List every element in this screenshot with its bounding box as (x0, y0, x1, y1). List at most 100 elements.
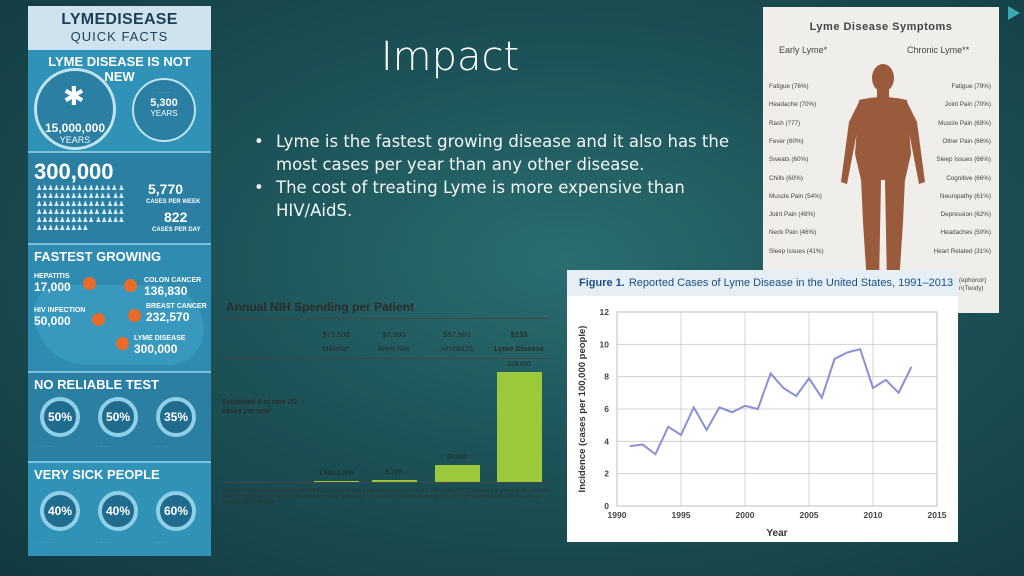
section-title: NO RELIABLE TEST (34, 377, 159, 392)
disease-hiv: HIV INFECTION 50,000 (34, 307, 85, 328)
cost-amount: $7,050 (382, 330, 406, 339)
cost-amount: $57,960 (443, 330, 471, 339)
disease-number: 300,000 (134, 342, 178, 356)
small-print: . . . . . . (38, 443, 52, 448)
week-unit: CASES PER WEEK (146, 199, 201, 205)
bullet-item: The cost of treating Lyme is more expens… (252, 176, 752, 222)
bar-value-label: 50,000 (447, 454, 467, 462)
slide-title: Impact (380, 34, 520, 80)
cases-number: 300,000 (34, 159, 114, 184)
week-number: 5,770 (148, 181, 184, 197)
cost-amount: $133 (510, 330, 528, 339)
symptom-item: Sweats (60%) (769, 156, 809, 164)
disease-number: 17,000 (34, 280, 71, 294)
bar (372, 480, 417, 482)
cost-label: HIV/AIDS (440, 344, 474, 353)
baseline (222, 482, 549, 483)
virus-icon (83, 277, 96, 290)
section-very-sick: VERY SICK PEOPLE 40% 40% 60% . . . . . .… (28, 463, 211, 556)
disease-label: HIV INFECTION (34, 307, 86, 314)
nih-spending-chart: Annual NIH Spending per Patient $73,500 … (218, 290, 553, 520)
y-tick-label: 8 (604, 372, 609, 382)
symptom-item: Cognitive (66%) (946, 174, 991, 182)
years-circle: ✱ 15,000,000 YEARS (34, 68, 116, 150)
symptom-item: Joint Pain (70%) (944, 101, 991, 109)
figure-header: Figure 1. Reported Cases of Lyme Disease … (567, 270, 958, 296)
lyme-infographic: LYMEDISEASE QUICK FACTS LYME DISEASE IS … (28, 6, 211, 556)
cost-hiv: $57,960 HIV/AIDS (429, 330, 485, 353)
y-tick-label: 2 (604, 469, 609, 479)
disease-hepatitis: HEPATITIS 17,000 (34, 273, 71, 294)
infographic-title: LYMEDISEASE (61, 11, 178, 28)
symptom-item: Sleep Issues (66%) (936, 156, 991, 164)
symptoms-panel: Lyme Disease Symptoms Early Lyme* Chroni… (763, 7, 999, 313)
y-tick-label: 12 (600, 307, 610, 317)
section-title: LYME DISEASE IS NOT NEW (48, 54, 191, 84)
cost-label: West Nile (378, 344, 410, 353)
x-tick-label: 2000 (736, 510, 755, 520)
bar-value-label: 5,700 (385, 469, 403, 477)
years2-number: 5,300 (150, 97, 178, 109)
years-unit: YEARS (59, 135, 91, 145)
symptom-item: Fatigue (76%) (769, 83, 809, 90)
virus-icon (124, 279, 137, 292)
y-tick-label: 10 (600, 339, 610, 349)
symptom-item: Fever (60%) (769, 137, 804, 145)
x-tick-label: 2015 (928, 510, 947, 520)
symptom-item: Neck Pain (46%) (769, 229, 817, 237)
symptom-item: Fatigue (79%) (951, 83, 991, 90)
y-axis-label: Incidence (cases per 100,000 people) (577, 326, 588, 493)
virus-icon (116, 337, 129, 350)
disease-label: BREAST CANCER (146, 303, 207, 310)
small-print: . . . . . . (154, 443, 168, 448)
bar-value-label: 1,500-2,000 (318, 469, 354, 477)
small-print: . . . . . . (38, 539, 52, 544)
bar (497, 372, 542, 482)
tick-icon: ✱ (63, 81, 85, 111)
symptom-item: Headache (70%) (769, 101, 817, 109)
disease-label: LYME DISEASE (134, 335, 186, 342)
cost-amount: $73,500 (322, 330, 350, 339)
section-no-reliable-test: NO RELIABLE TEST 50% 50% 35% . . . . . .… (28, 373, 211, 463)
bar (435, 465, 480, 482)
bullet-list: Lyme is the fastest growing disease and … (252, 130, 752, 222)
section-cases: 300,000 ♟♟♟♟♟♟♟♟♟♟♟♟♟♟ ♟♟♟♟♟♟♟♟♟♟♟♟♟♟ ♟♟… (28, 153, 211, 245)
small-print: . . . . . . (154, 539, 168, 544)
disease-colon: COLON CANCER 136,830 (144, 277, 201, 298)
section-title: FASTEST GROWING (34, 249, 162, 264)
years-number: 15,000,000 (44, 121, 106, 135)
symptoms-title: Lyme Disease Symptoms (809, 21, 953, 33)
symptom-item: Neuropathy (61%) (939, 192, 991, 200)
percent-circle: 50% (40, 397, 80, 437)
bar-value-label: 329,000 (507, 361, 531, 368)
figure-title-text: Reported Cases of Lyme Disease in the Un… (628, 277, 954, 289)
symptom-item: Depression (62%) (940, 211, 991, 219)
cost-malaria: $73,500 Malaria* (308, 330, 364, 353)
bullet-item: Lyme is the fastest growing disease and … (252, 130, 752, 176)
virus-icon (128, 309, 141, 322)
incidence-line-chart: 0 2 4 6 8 10 12 1990 1995 2000 2005 2010 2015 Year Inc… (577, 307, 947, 539)
symptom-item: Rash (?77) (769, 119, 801, 127)
section-not-new: LYME DISEASE IS NOT NEW ✱ 15,000,000 YEA… (28, 50, 211, 153)
section-fastest-growing: FASTEST GROWING HEPATITIS 17,000 COLON C… (28, 245, 211, 373)
people-icons: ♟♟♟♟♟♟♟♟♟♟♟♟♟♟ ♟♟♟♟♟♟♟♟♟♟♟♟♟♟ ♟♟♟♟♟♟♟♟♟♟… (36, 185, 125, 232)
chronic-header: Chronic Lyme** (907, 45, 970, 55)
years2-circle: . . . . . 5,300 YEARS (132, 78, 196, 142)
symptom-item: Muscle Pain (69%) (938, 119, 991, 127)
small-print: . . . . . . (96, 443, 110, 448)
disease-label: HEPATITIS (34, 273, 70, 280)
symptom-item: Headaches (50%) (940, 229, 991, 237)
source-note: Sources: National Institutes for Health … (222, 488, 548, 506)
divider (222, 358, 549, 359)
infographic-subtitle: QUICK FACTS (70, 29, 169, 44)
incidence-figure: Figure 1. Reported Cases of Lyme Disease … (567, 270, 958, 542)
x-tick-label: 1995 (672, 510, 691, 520)
early-header: Early Lyme* (779, 45, 828, 55)
symptom-item: Heart Related (31%) (933, 247, 991, 255)
bar (314, 480, 359, 482)
symptom-item: Sleep Issues (41%) (769, 247, 824, 255)
percent-circle: 50% (98, 397, 138, 437)
circle-note: . . . . . (157, 89, 171, 95)
disease-number: 136,830 (144, 284, 188, 298)
figure-title: Figure 1. Reported Cases of Lyme Disease … (579, 277, 953, 289)
